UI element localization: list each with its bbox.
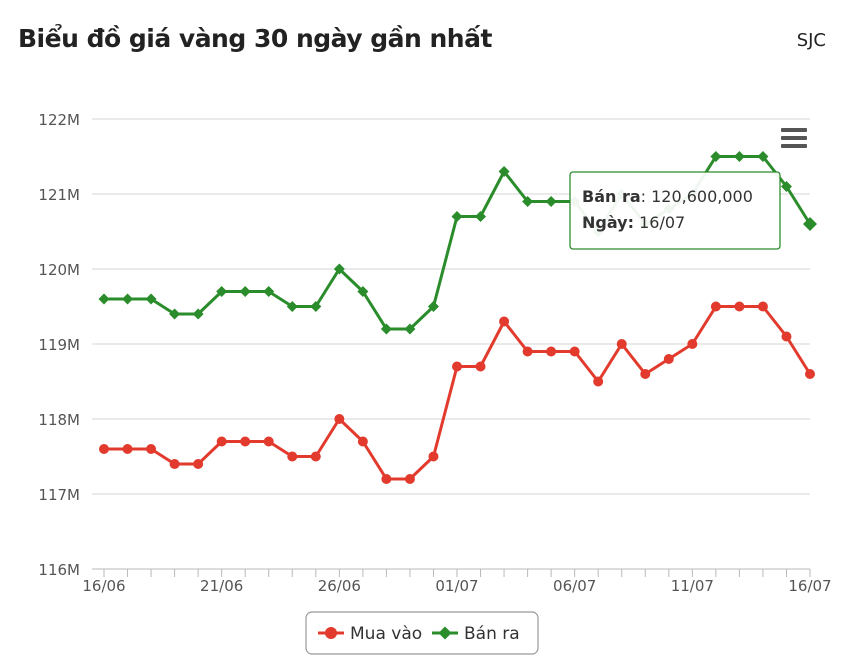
data-point-marker[interactable] bbox=[310, 301, 322, 312]
data-point-marker[interactable] bbox=[216, 286, 228, 297]
tooltip-series-label: Bán ra bbox=[582, 187, 641, 206]
data-point-marker[interactable] bbox=[475, 211, 487, 222]
data-point-marker[interactable] bbox=[122, 444, 133, 454]
series-mua-vao bbox=[99, 301, 815, 484]
data-point-marker[interactable] bbox=[451, 211, 463, 222]
data-point-marker[interactable] bbox=[146, 444, 157, 454]
tooltip-value: 120,600,000 bbox=[651, 187, 753, 206]
data-point-marker[interactable] bbox=[381, 474, 392, 484]
legend: Mua vào Bán ra bbox=[305, 611, 539, 655]
x-tick-label: 21/06 bbox=[200, 577, 243, 595]
legend-box bbox=[305, 611, 539, 655]
data-point-marker[interactable] bbox=[239, 286, 251, 297]
data-point-marker[interactable] bbox=[357, 436, 368, 447]
data-point-marker[interactable] bbox=[710, 151, 722, 162]
x-tick-label: 01/07 bbox=[435, 577, 478, 595]
data-point-marker[interactable] bbox=[216, 436, 227, 447]
legend-label: Mua vào bbox=[350, 624, 422, 644]
svg-text:Ngày: 16/07: Ngày: 16/07 bbox=[582, 213, 685, 232]
data-point-marker[interactable] bbox=[593, 376, 604, 387]
y-tick-label: 122M bbox=[38, 111, 80, 129]
svg-text:Bán ra: 120,600,000: Bán ra: 120,600,000 bbox=[582, 187, 753, 206]
x-tick-label: 16/07 bbox=[788, 577, 831, 595]
data-point-marker[interactable] bbox=[546, 346, 557, 357]
data-point-marker[interactable] bbox=[498, 166, 510, 177]
source-label: SJC bbox=[796, 30, 826, 51]
y-tick-label: 118M bbox=[38, 411, 80, 429]
data-point-marker[interactable] bbox=[780, 181, 792, 192]
data-point-marker[interactable] bbox=[263, 436, 274, 447]
data-point-marker[interactable] bbox=[733, 151, 745, 162]
data-point-marker[interactable] bbox=[192, 308, 204, 320]
tooltip: Bán ra: 120,600,000 Ngày: 16/07 bbox=[569, 171, 781, 250]
x-tick-label: 06/07 bbox=[553, 577, 596, 595]
data-point-marker[interactable] bbox=[710, 301, 721, 312]
tooltip-box bbox=[569, 171, 781, 250]
data-point-marker[interactable] bbox=[122, 293, 134, 305]
legend-marker bbox=[325, 627, 337, 639]
tooltip-date: 16/07 bbox=[639, 213, 685, 232]
data-point-marker[interactable] bbox=[452, 361, 462, 372]
data-point-marker[interactable] bbox=[310, 451, 321, 462]
data-point-marker[interactable] bbox=[522, 346, 533, 357]
x-tick-label: 26/06 bbox=[318, 577, 361, 595]
data-point-marker[interactable] bbox=[757, 151, 769, 162]
data-point-marker[interactable] bbox=[663, 354, 674, 364]
data-point-marker[interactable] bbox=[757, 301, 768, 312]
data-point-marker[interactable] bbox=[334, 414, 345, 424]
data-point-marker[interactable] bbox=[545, 196, 557, 207]
chart-title: Biểu đồ giá vàng 30 ngày gần nhất bbox=[18, 24, 492, 53]
data-point-marker[interactable] bbox=[805, 369, 815, 379]
axis-layer: 116M 117M 118M 119M 120M 121M 122M 16/06 21/06 26… bbox=[38, 111, 831, 595]
data-point-marker[interactable] bbox=[145, 293, 157, 305]
y-tick-label: 119M bbox=[38, 336, 80, 354]
data-point-marker[interactable] bbox=[640, 369, 651, 379]
data-point-marker[interactable] bbox=[427, 301, 439, 312]
legend-marker bbox=[438, 626, 452, 640]
data-point-marker[interactable] bbox=[286, 301, 298, 312]
data-point-marker[interactable] bbox=[287, 451, 298, 462]
legend-item-mua-vao[interactable]: Mua vào bbox=[314, 619, 422, 647]
data-point-marker[interactable] bbox=[263, 286, 275, 297]
y-tick-label: 116M bbox=[38, 561, 80, 579]
x-tick-label: 11/07 bbox=[671, 577, 714, 595]
data-point-marker[interactable] bbox=[687, 339, 698, 349]
data-point-marker[interactable] bbox=[404, 323, 416, 335]
y-tick-label: 117M bbox=[38, 486, 80, 504]
data-point-marker[interactable] bbox=[99, 444, 109, 454]
data-point-marker[interactable] bbox=[569, 346, 580, 357]
data-point-marker[interactable] bbox=[98, 293, 110, 305]
data-point-marker[interactable] bbox=[357, 286, 369, 297]
data-point-marker[interactable] bbox=[428, 451, 439, 462]
data-point-marker[interactable] bbox=[781, 331, 792, 342]
tooltip-date-label: Ngày bbox=[582, 213, 628, 232]
legend-item-ban-ra[interactable]: Bán ra bbox=[428, 619, 536, 647]
hamburger-menu-icon[interactable] bbox=[777, 124, 809, 152]
data-point-marker[interactable] bbox=[803, 217, 817, 231]
data-point-marker[interactable] bbox=[475, 361, 486, 372]
data-point-marker[interactable] bbox=[333, 263, 345, 275]
series-line bbox=[102, 305, 812, 481]
x-tick-label: 16/06 bbox=[82, 577, 125, 595]
y-tick-label: 120M bbox=[38, 261, 80, 279]
data-point-marker[interactable] bbox=[734, 301, 745, 312]
data-point-marker[interactable] bbox=[616, 339, 627, 349]
data-point-marker[interactable] bbox=[240, 436, 251, 447]
data-point-marker[interactable] bbox=[380, 323, 392, 335]
legend-label: Bán ra bbox=[464, 624, 520, 644]
y-tick-label: 121M bbox=[38, 186, 80, 204]
data-point-marker[interactable] bbox=[169, 459, 180, 469]
data-point-marker[interactable] bbox=[404, 474, 415, 484]
data-point-marker[interactable] bbox=[193, 459, 204, 469]
data-point-marker[interactable] bbox=[499, 316, 510, 327]
data-point-marker[interactable] bbox=[169, 308, 181, 320]
data-point-marker[interactable] bbox=[522, 196, 534, 207]
